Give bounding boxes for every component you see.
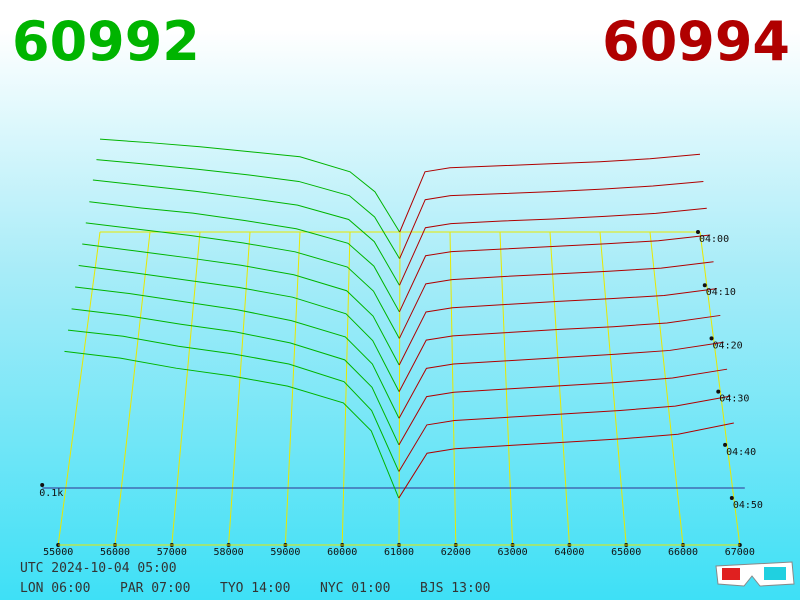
grid-line [114, 231, 151, 546]
ask-depth-line [398, 368, 728, 446]
time-tick-mark [716, 389, 721, 394]
grid-line [57, 231, 101, 546]
bid-depth-line [82, 243, 400, 366]
city-clock: NYC 01:00 [320, 581, 390, 596]
x-tick-label: 64000 [554, 547, 584, 558]
utc-time: UTC 2024-10-04 05:00 [20, 561, 177, 576]
x-tick-label: 58000 [214, 547, 244, 558]
grid-line [599, 231, 627, 546]
time-tick-label: 04:10 [706, 287, 736, 298]
depth-tick-label: 0.1k [39, 488, 63, 499]
time-tick-label: 04:40 [726, 447, 756, 458]
clocks: LON 06:00 PAR 07:00 TYO 14:00 NYC 01:00 BJS … [20, 581, 490, 596]
3d-glasses-icon [715, 561, 795, 587]
x-tick-label: 65000 [611, 547, 641, 558]
ask-depth-line [398, 234, 711, 313]
x-tick-label: 66000 [668, 547, 698, 558]
grid-line [341, 231, 351, 546]
time-tick-mark [723, 442, 728, 447]
x-tick-label: 60000 [327, 547, 357, 558]
x-tick-label: 57000 [157, 547, 187, 558]
time-tick-label: 04:20 [713, 340, 743, 351]
x-tick-label: 59000 [270, 547, 300, 558]
depth-tick-mark [40, 483, 45, 487]
x-tick-label: 61000 [384, 547, 414, 558]
bid-depth-line [96, 159, 400, 259]
grid-line [649, 231, 684, 546]
grid-line [449, 231, 457, 546]
ask-depth-line [399, 153, 701, 233]
bid-depth-line [67, 329, 400, 472]
x-tick-label: 63000 [498, 547, 528, 558]
ask-depth-line [398, 341, 724, 419]
time-tick-mark [709, 336, 714, 341]
time-tick-label: 04:30 [719, 394, 749, 405]
time-tick-mark [702, 283, 707, 288]
ask-depth-line [398, 288, 717, 366]
bid-depth-line [78, 265, 400, 392]
ask-depth-line [398, 422, 734, 499]
grid-line [228, 231, 251, 546]
time-tick-mark [696, 230, 700, 234]
ask-depth-line [398, 395, 731, 472]
bid-depth-line [75, 286, 400, 419]
ask-price: 60994 [602, 10, 790, 73]
grid-line [284, 231, 301, 546]
time-tick-label: 04:50 [733, 500, 763, 511]
ask-depth-line [399, 207, 707, 286]
bid-depth-line [85, 222, 400, 339]
bid-price: 60992 [12, 10, 200, 73]
time-tick-mark [729, 496, 734, 501]
city-clock: LON 06:00 [20, 581, 90, 596]
ask-depth-line [398, 314, 721, 392]
ask-depth-line [398, 261, 714, 339]
grid-line [499, 231, 514, 546]
time-tick-label: 04:00 [699, 234, 729, 245]
city-clock: TYO 14:00 [220, 581, 290, 596]
lens-cyan [764, 567, 786, 580]
x-tick-label: 55000 [43, 547, 73, 558]
bid-depth-line [99, 138, 401, 233]
city-clock: PAR 07:00 [120, 581, 190, 596]
ask-depth-line [399, 180, 704, 259]
lens-red [722, 568, 740, 580]
grid-line [171, 231, 201, 546]
x-tick-label: 67000 [725, 547, 755, 558]
bid-depth-line [64, 350, 400, 499]
grid-line [699, 231, 741, 546]
x-tick-label: 56000 [100, 547, 130, 558]
bid-depth-line [92, 179, 400, 286]
bid-depth-line [89, 201, 400, 313]
bid-depth-line [71, 308, 400, 446]
x-tick-label: 62000 [441, 547, 471, 558]
plot: 55000 56000 57000 58000 59000 60000 61000 62000… [39, 138, 763, 558]
city-clock: BJS 13:00 [420, 581, 490, 596]
grid-line [549, 231, 570, 546]
